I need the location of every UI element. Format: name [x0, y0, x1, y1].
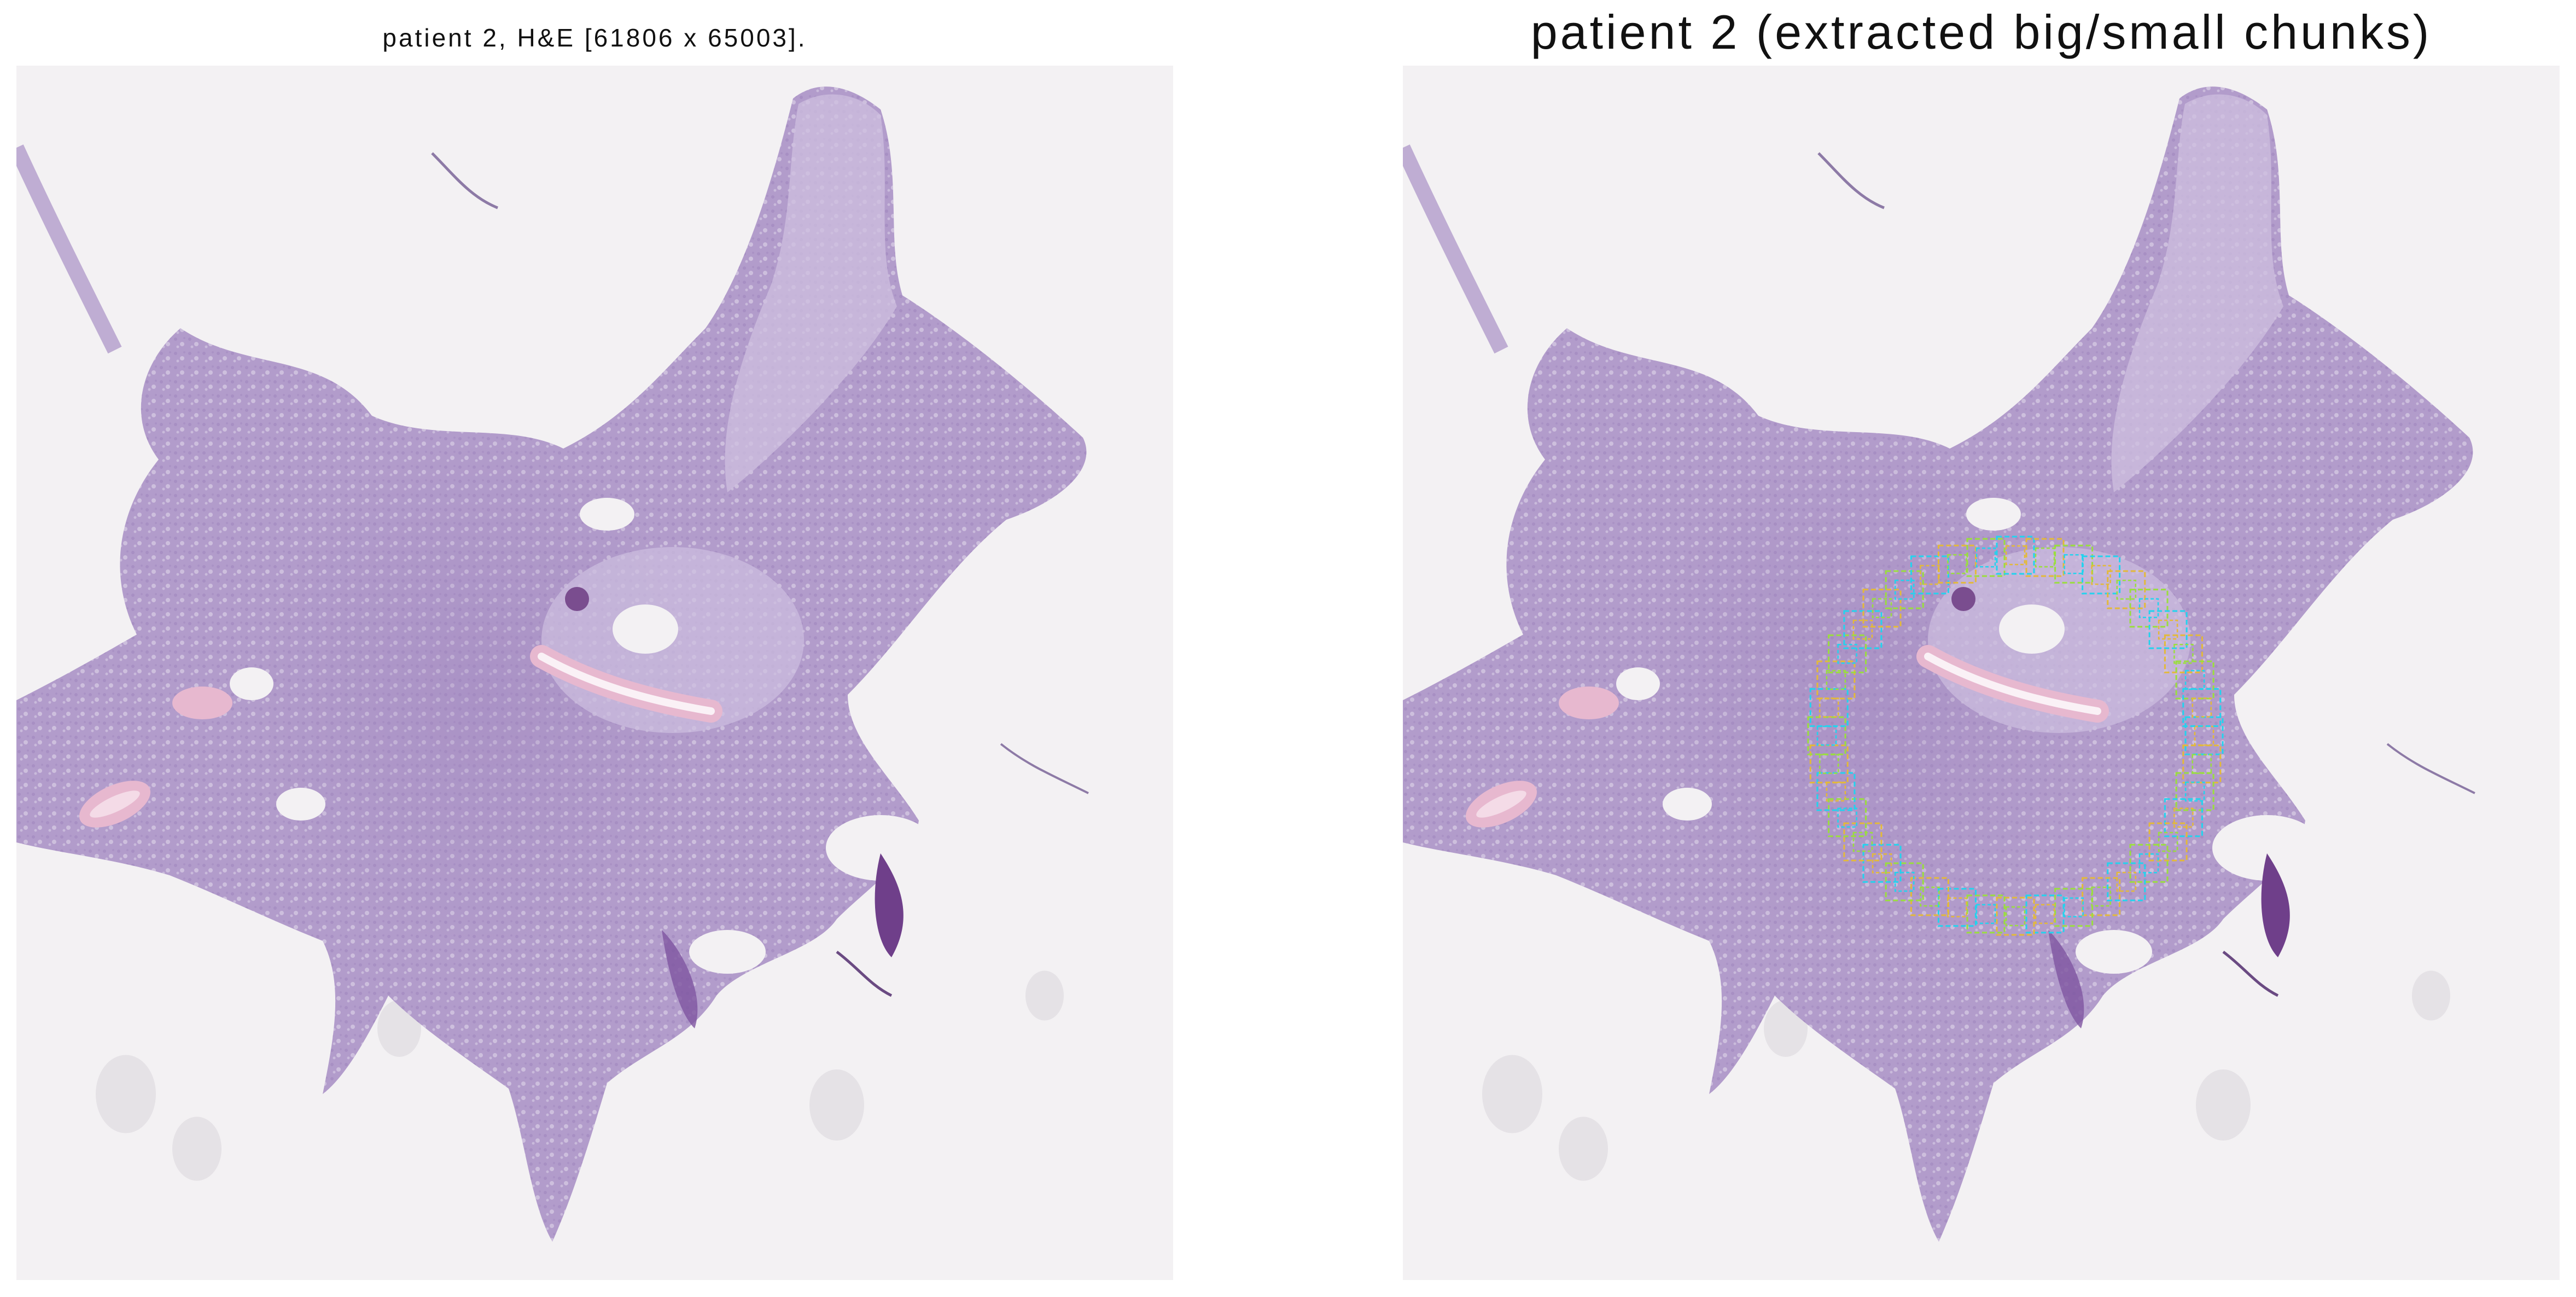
big-chunk-box	[2182, 745, 2222, 784]
extracted-chunks-overlay	[1807, 536, 2224, 936]
big-chunk-box	[1885, 570, 1924, 609]
small-chunk-box	[2091, 886, 2111, 907]
big-chunk-box	[1816, 660, 1856, 700]
small-chunk-box	[1894, 871, 1915, 892]
small-chunk-box	[1837, 643, 1857, 664]
big-chunk-box	[1862, 589, 1902, 628]
small-chunk-box	[1852, 619, 1873, 640]
big-chunk-box	[1828, 798, 1867, 837]
big-chunk-box	[1807, 716, 1846, 755]
big-chunk-box	[2025, 894, 2065, 934]
small-chunk-box	[1975, 904, 1996, 924]
big-chunk-box	[2182, 688, 2222, 727]
big-chunk-box	[2025, 538, 2065, 577]
small-chunk-box	[2173, 643, 2194, 664]
big-chunk-box	[2107, 862, 2146, 901]
big-chunk-box	[2148, 822, 2188, 862]
small-chunk-box	[1819, 754, 1839, 774]
big-chunk-box	[1910, 877, 1949, 916]
chunks-slide-image	[1403, 66, 2560, 1280]
big-chunk-box	[1843, 822, 1883, 862]
big-chunk-box	[2082, 877, 2121, 916]
small-chunk-box	[2158, 619, 2178, 640]
tissue-illustration	[16, 66, 1173, 1280]
small-chunk-box	[2138, 853, 2159, 874]
tissue-illustration	[1403, 66, 2560, 1280]
small-chunk-box	[2116, 871, 2137, 892]
small-chunk-box	[1920, 886, 1940, 907]
small-chunk-box	[2005, 906, 2026, 927]
big-chunk-box	[2082, 555, 2121, 595]
small-chunk-box	[2158, 831, 2178, 852]
small-chunk-box	[2035, 547, 2055, 568]
big-chunk-box	[1862, 844, 1902, 883]
big-chunk-box	[2164, 634, 2203, 673]
big-chunk-box	[1828, 634, 1867, 673]
small-chunk-box	[1852, 831, 1873, 852]
big-chunk-box	[1966, 894, 2006, 934]
small-chunk-box	[2035, 904, 2055, 924]
small-chunk-box	[1894, 579, 1915, 600]
small-chunk-box	[1975, 547, 1996, 568]
small-chunk-box	[2091, 565, 2111, 585]
big-chunk-box	[2054, 544, 2094, 584]
small-chunk-box	[2173, 807, 2194, 828]
small-chunk-box	[2192, 697, 2212, 718]
big-chunk-box	[1937, 544, 1977, 584]
big-chunk-box	[1996, 536, 2035, 575]
small-chunk-box	[1837, 807, 1857, 828]
small-chunk-box	[1816, 725, 1837, 746]
small-chunk-box	[2194, 725, 2214, 746]
big-chunk-box	[1809, 688, 1849, 727]
big-chunk-box	[1996, 897, 2035, 936]
big-chunk-box	[2054, 888, 2094, 927]
small-chunk-box	[2184, 781, 2205, 802]
small-chunk-box	[1819, 697, 1839, 718]
small-chunk-box	[2005, 545, 2026, 566]
big-chunk-box	[1966, 538, 2006, 577]
small-chunk-box	[1947, 554, 1967, 574]
big-chunk-box	[1937, 888, 1977, 927]
big-chunk-box	[2107, 570, 2146, 609]
small-chunk-box	[2064, 897, 2084, 918]
big-chunk-box	[2164, 798, 2203, 837]
big-chunk-box	[1910, 555, 1949, 595]
small-chunk-box	[1872, 853, 1892, 874]
small-chunk-box	[2116, 579, 2137, 600]
big-chunk-box	[2175, 772, 2214, 811]
chunks-slide-panel	[1403, 66, 2560, 1280]
small-chunk-box	[1947, 897, 1967, 918]
left-panel-title: patient 2, H&E [61806 x 65003].	[382, 24, 807, 52]
small-chunk-box	[1826, 670, 1846, 690]
big-chunk-box	[2129, 844, 2169, 883]
small-chunk-box	[1826, 781, 1846, 802]
he-slide-image	[16, 66, 1173, 1280]
small-chunk-box	[1872, 598, 1892, 618]
he-slide-panel	[16, 66, 1173, 1280]
big-chunk-box	[2148, 610, 2188, 649]
right-panel-title: patient 2 (extracted big/small chunks)	[1530, 5, 2432, 59]
